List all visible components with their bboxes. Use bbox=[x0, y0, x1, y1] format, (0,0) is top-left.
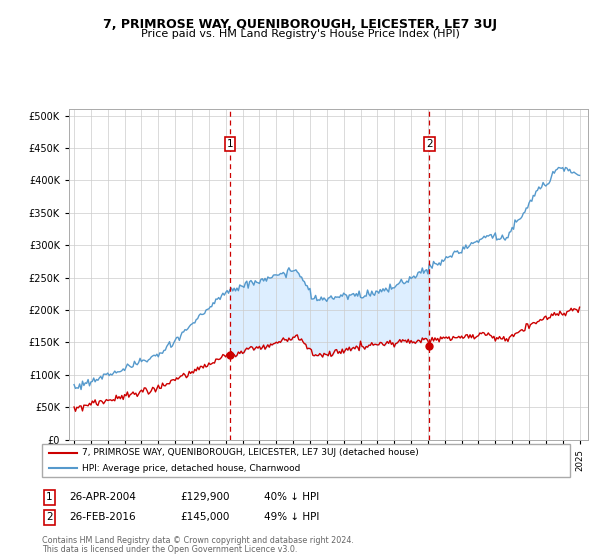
Text: 7, PRIMROSE WAY, QUENIBOROUGH, LEICESTER, LE7 3UJ: 7, PRIMROSE WAY, QUENIBOROUGH, LEICESTER… bbox=[103, 18, 497, 31]
Text: 1: 1 bbox=[46, 492, 53, 502]
Text: 49% ↓ HPI: 49% ↓ HPI bbox=[264, 512, 319, 522]
Text: Price paid vs. HM Land Registry's House Price Index (HPI): Price paid vs. HM Land Registry's House … bbox=[140, 29, 460, 39]
Text: £129,900: £129,900 bbox=[180, 492, 229, 502]
Text: 2: 2 bbox=[426, 139, 433, 149]
Text: This data is licensed under the Open Government Licence v3.0.: This data is licensed under the Open Gov… bbox=[42, 545, 298, 554]
Text: 40% ↓ HPI: 40% ↓ HPI bbox=[264, 492, 319, 502]
Text: HPI: Average price, detached house, Charnwood: HPI: Average price, detached house, Char… bbox=[82, 464, 300, 473]
Text: 2: 2 bbox=[46, 512, 53, 522]
Text: 26-APR-2004: 26-APR-2004 bbox=[69, 492, 136, 502]
Text: Contains HM Land Registry data © Crown copyright and database right 2024.: Contains HM Land Registry data © Crown c… bbox=[42, 536, 354, 545]
Text: 26-FEB-2016: 26-FEB-2016 bbox=[69, 512, 136, 522]
Text: 7, PRIMROSE WAY, QUENIBOROUGH, LEICESTER, LE7 3UJ (detached house): 7, PRIMROSE WAY, QUENIBOROUGH, LEICESTER… bbox=[82, 449, 418, 458]
Text: £145,000: £145,000 bbox=[180, 512, 229, 522]
Text: 1: 1 bbox=[227, 139, 233, 149]
